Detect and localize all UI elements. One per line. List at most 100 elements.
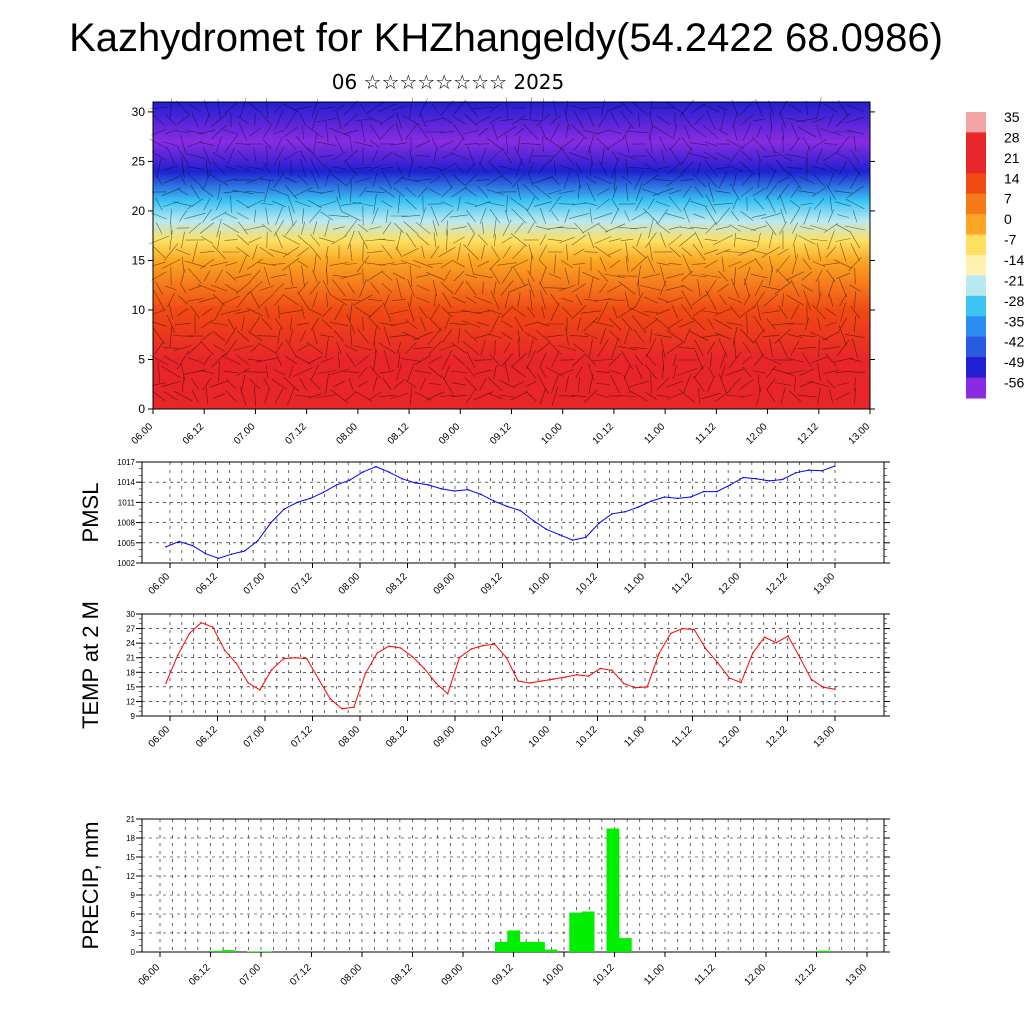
y-tick-label: 25 <box>132 154 146 168</box>
colorbar-swatch <box>966 173 986 195</box>
pmsl-data-point <box>689 496 692 498</box>
pmsl-x-tick-label: 13.00 <box>812 571 838 597</box>
temp-data-point <box>622 682 625 685</box>
colorbar-swatch <box>966 132 986 154</box>
pmsl-data-point <box>742 476 744 479</box>
x-tick-label: 09.12 <box>488 421 514 447</box>
pmsl-data-point <box>283 508 285 510</box>
precip-y-tick-label: 9 <box>131 891 136 900</box>
pmsl-data-point <box>729 484 731 486</box>
pmsl-data-point <box>230 553 233 555</box>
pmsl-data-point <box>165 546 167 548</box>
precip-bar <box>618 938 632 952</box>
chart-title: Kazhydromet for KHZhangeldy(54.2422 68.0… <box>69 16 943 60</box>
colorbar-swatch <box>966 255 986 276</box>
pmsl-x-tick-label: 12.12 <box>764 571 790 597</box>
pmsl-x-tick-label: 09.00 <box>432 571 458 597</box>
temp-x-tick-label: 10.00 <box>527 724 553 750</box>
precip-bar <box>581 911 595 952</box>
temp-data-point <box>188 632 191 635</box>
temp-data-point <box>212 626 214 628</box>
precip-bar <box>507 930 521 952</box>
pmsl-data-point <box>191 544 193 547</box>
colorbar-swatch <box>966 152 986 174</box>
precip-bar <box>606 828 620 952</box>
pmsl-data-point <box>493 500 495 502</box>
temp-data-point <box>740 681 742 684</box>
temp-data-point <box>423 667 426 670</box>
pmsl-data-point <box>375 465 377 468</box>
precip-x-tick-label: 08.12 <box>389 962 415 988</box>
temp-y-tick-label: 9 <box>131 712 136 721</box>
colorbar-swatch <box>966 357 986 379</box>
temp-data-point <box>341 707 343 710</box>
precip-x-tick-label: 06.12 <box>187 962 213 988</box>
colorbar-label: 35 <box>1004 109 1020 125</box>
pmsl-data-point <box>624 511 626 513</box>
pmsl-data-point <box>821 470 823 472</box>
y-tick-label: 30 <box>132 105 146 119</box>
pmsl-axis-title: PMSL <box>78 483 103 543</box>
temp-data-point <box>317 678 320 680</box>
colorbar-label: -56 <box>1004 375 1024 391</box>
pmsl-data-point <box>585 536 587 539</box>
pmsl-data-point <box>519 509 521 512</box>
temp-x-tick-label: 11.00 <box>622 724 647 749</box>
pmsl-x-tick-label: 11.12 <box>670 571 695 596</box>
temp-x-tick-label: 06.00 <box>147 724 173 750</box>
temp-y-tick-label: 27 <box>126 625 135 634</box>
pmsl-data-point <box>296 501 299 504</box>
x-tick-label: 12.00 <box>744 421 770 447</box>
pmsl-y-tick-label: 1005 <box>117 539 135 548</box>
temp-y-tick-label: 21 <box>126 654 135 663</box>
x-tick-label: 12.12 <box>795 421 821 447</box>
colorbar-swatch <box>966 295 986 317</box>
temp-data-point <box>306 657 308 660</box>
pmsl-data-point <box>794 472 797 474</box>
pmsl-data-point <box>663 496 666 498</box>
temp-x-tick-label: 08.00 <box>337 724 363 750</box>
pmsl-data-point <box>532 519 535 522</box>
pmsl-data-point <box>453 490 456 492</box>
temp-data-point <box>799 656 801 659</box>
temp-data-point <box>599 667 602 670</box>
x-tick-label: 06.00 <box>130 421 156 447</box>
colorbar-swatch <box>966 377 986 399</box>
pmsl-y-tick-label: 1002 <box>117 559 135 568</box>
temp-data-point <box>294 656 296 659</box>
temp-data-point <box>669 632 672 635</box>
pmsl-x-tick-label: 07.12 <box>289 571 315 597</box>
temp-data-point <box>223 649 226 652</box>
temp-x-tick-label: 07.12 <box>289 724 315 750</box>
colorbar-swatch <box>966 214 986 236</box>
pmsl-data-point <box>348 479 351 482</box>
temp-x-tick-label: 06.12 <box>194 724 220 750</box>
temp-data-point <box>517 680 519 682</box>
temp-data-point <box>235 662 238 665</box>
pmsl-data-point <box>545 528 548 531</box>
chart-subtitle: 06 ☆☆☆☆☆☆☆☆ 2025 <box>331 70 565 94</box>
x-tick-label: 06.12 <box>181 421 207 447</box>
x-tick-label: 09.00 <box>437 421 463 447</box>
temp-data-point <box>470 648 473 650</box>
x-tick-label: 11.12 <box>694 421 719 446</box>
colorbar-label: -28 <box>1004 293 1024 309</box>
precip-x-tick-label: 13.00 <box>844 962 870 988</box>
temp-data-point <box>200 621 202 624</box>
pmsl-x-tick-label: 10.12 <box>574 571 600 597</box>
pmsl-data-point <box>768 480 771 482</box>
temp-data-point <box>681 627 684 630</box>
precip-bar <box>222 950 235 952</box>
pmsl-data-point <box>808 469 810 471</box>
temp-data-point <box>529 682 531 684</box>
temp-data-point <box>810 678 813 681</box>
temp-data-point <box>822 686 825 689</box>
pmsl-data-point <box>243 550 246 552</box>
temp-data-point <box>576 673 578 676</box>
temp-data-point <box>376 652 379 654</box>
pmsl-data-point <box>270 521 272 524</box>
temp-y-tick-label: 15 <box>126 683 135 692</box>
precip-bar <box>519 941 533 952</box>
y-tick-label: 20 <box>132 204 146 218</box>
temp-x-tick-label: 12.12 <box>764 724 790 750</box>
